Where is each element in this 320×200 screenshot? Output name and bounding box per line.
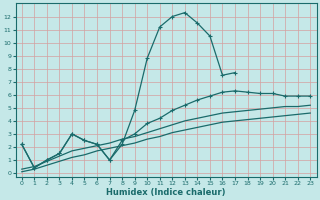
X-axis label: Humidex (Indice chaleur): Humidex (Indice chaleur): [106, 188, 226, 197]
